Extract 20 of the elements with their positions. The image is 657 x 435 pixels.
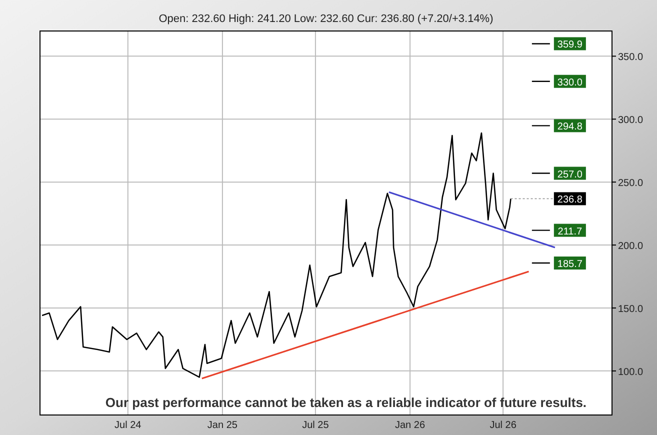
y-tick-label: 100.0 xyxy=(618,366,644,378)
y-tick-label: 250.0 xyxy=(618,178,644,190)
x-tick-label: Jul 26 xyxy=(490,420,517,431)
ref-line-label: 359.9 xyxy=(557,40,583,51)
x-tick-label: Jul 24 xyxy=(114,420,142,431)
annotation: Our past performance cannot be taken as a reliable indicator of future results. xyxy=(105,395,587,410)
x-tick-label: Jan 25 xyxy=(207,420,238,431)
x-tick-label: Jul 25 xyxy=(302,420,330,431)
ref-line-label: 185.7 xyxy=(557,259,583,270)
annotation: 236.8 xyxy=(557,194,583,206)
x-tick-label: Jan 26 xyxy=(395,420,426,431)
y-tick-label: 300.0 xyxy=(618,115,644,126)
ref-line-label: 330.0 xyxy=(557,77,583,88)
y-tick-label: 350.0 xyxy=(618,52,644,64)
ref-line-label: 294.8 xyxy=(557,122,583,133)
y-tick-label: 200.0 xyxy=(618,241,644,252)
y-tick-label: 150.0 xyxy=(618,304,644,315)
chart-subtitle: Open: 232.60 High: 241.20 Low: 232.60 Cur: 236.80 (+7.20/+3.14%) xyxy=(158,13,494,25)
ref-line-label: 211.7 xyxy=(558,226,582,238)
ref-line-label: 257.0 xyxy=(557,169,583,180)
